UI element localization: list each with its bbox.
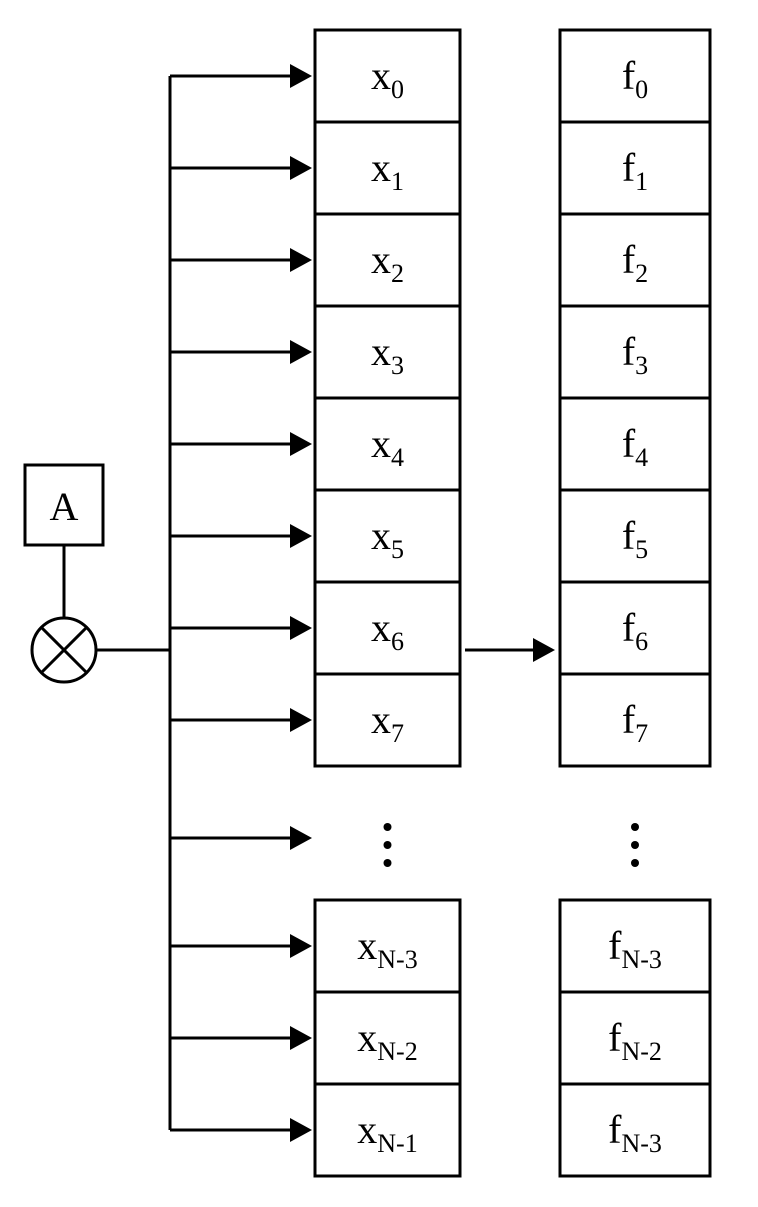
input-matrix-label: A	[50, 484, 79, 529]
arrowhead-icon	[290, 826, 312, 850]
ellipsis-dot	[631, 841, 639, 849]
arrowhead-icon	[290, 1118, 312, 1142]
ellipsis-dot	[631, 823, 639, 831]
arrowhead-icon	[290, 432, 312, 456]
ellipsis-dot	[631, 859, 639, 867]
arrowhead-icon	[290, 524, 312, 548]
arrowhead-icon	[290, 248, 312, 272]
ellipsis-dot	[384, 823, 392, 831]
ellipsis-dot	[384, 841, 392, 849]
arrowhead-icon	[533, 638, 555, 662]
arrowhead-icon	[290, 616, 312, 640]
arrowhead-icon	[290, 64, 312, 88]
arrowhead-icon	[290, 708, 312, 732]
arrowhead-icon	[290, 1026, 312, 1050]
arrowhead-icon	[290, 156, 312, 180]
arrowhead-icon	[290, 340, 312, 364]
ellipsis-dot	[384, 859, 392, 867]
arrowhead-icon	[290, 934, 312, 958]
